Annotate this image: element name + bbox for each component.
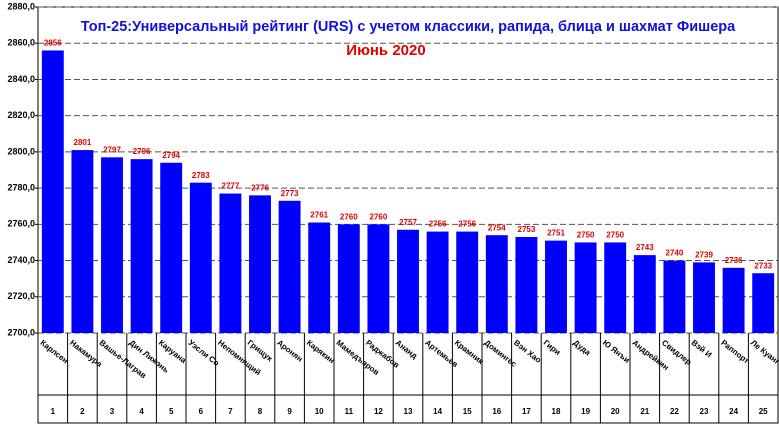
bar (308, 222, 331, 333)
rank-label: 19 (581, 407, 590, 416)
rank-label: 25 (759, 407, 768, 416)
value-label: 2760 (370, 212, 388, 221)
value-label: 2740 (666, 249, 684, 258)
bar (397, 229, 419, 333)
rank-label: 23 (700, 407, 709, 416)
value-label: 2750 (577, 231, 595, 240)
value-label: 2739 (695, 250, 713, 259)
rank-label: 3 (110, 407, 115, 416)
bar (752, 273, 775, 333)
bar (722, 267, 745, 333)
rank-label: 24 (729, 407, 738, 416)
bar (545, 240, 567, 333)
bar (278, 200, 301, 333)
x-tick-label: Аронян (275, 338, 304, 364)
bar (367, 224, 390, 333)
x-tick-label: Дуда (571, 338, 592, 357)
value-label: 2756 (458, 220, 476, 229)
value-label: 2794 (162, 151, 180, 160)
bar (337, 224, 360, 333)
value-label: 2776 (251, 183, 269, 192)
rank-label: 15 (463, 407, 472, 416)
rank-label: 2 (80, 407, 85, 416)
x-tick-label: Вэй И (690, 338, 714, 359)
bar (574, 242, 597, 333)
rank-label: 14 (433, 407, 442, 416)
y-tick-label: 2740,0 (7, 255, 35, 265)
value-label: 2751 (547, 229, 565, 238)
bar (426, 231, 449, 333)
bar (249, 195, 271, 333)
rank-label: 5 (169, 407, 174, 416)
rank-label: 1 (51, 407, 56, 416)
rank-label: 12 (374, 407, 383, 416)
rank-label: 6 (199, 407, 204, 416)
value-label: 2773 (281, 189, 299, 198)
value-label: 2777 (222, 182, 240, 191)
rank-label: 22 (670, 407, 679, 416)
chart-title: Топ-25:Универсальный рейтинг (URS) с уче… (81, 19, 736, 35)
y-tick-label: 2820,0 (7, 110, 35, 120)
x-tick-label: Ле Куанг Льем (749, 338, 779, 380)
x-tick-label: Карякин (305, 338, 336, 365)
value-label: 2733 (754, 261, 772, 270)
rank-label: 21 (640, 407, 649, 416)
bar (41, 50, 64, 333)
y-tick-label: 2780,0 (7, 182, 35, 192)
value-label: 2856 (44, 39, 62, 48)
x-tick-label: Ананд (394, 338, 419, 360)
rank-label: 7 (228, 407, 233, 416)
rank-label: 9 (287, 407, 292, 416)
bar (515, 237, 538, 333)
x-tick-label: Раппорт (719, 338, 751, 365)
y-tick-label: 2840,0 (7, 74, 35, 84)
y-tick-label: 2800,0 (7, 146, 35, 156)
value-label: 2796 (133, 147, 151, 156)
bar (101, 157, 123, 333)
value-label: 2761 (310, 211, 328, 220)
y-tick-label: 2720,0 (7, 291, 35, 301)
y-tick-label: 2880,0 (7, 1, 35, 11)
x-tick-label: Карлсен (38, 338, 70, 365)
chart-subtitle: Июнь 2020 (346, 42, 425, 59)
bar (189, 182, 212, 333)
bar (693, 262, 715, 333)
rank-label: 20 (611, 407, 620, 416)
value-label: 2801 (74, 138, 92, 147)
rank-label: 18 (552, 407, 561, 416)
value-label: 2736 (725, 256, 743, 265)
x-tick-label: Гири (542, 338, 563, 357)
y-tick-label: 2760,0 (7, 219, 35, 229)
bar (130, 159, 153, 333)
value-label: 2797 (103, 145, 121, 154)
rank-label: 10 (315, 407, 324, 416)
rank-label: 13 (404, 407, 413, 416)
bar (219, 193, 242, 333)
y-tick-label: 2700,0 (7, 327, 35, 337)
value-label: 2743 (636, 243, 654, 252)
bar (663, 260, 686, 333)
value-label: 2783 (192, 171, 210, 180)
value-label: 2754 (488, 223, 506, 232)
rank-label: 11 (345, 407, 354, 416)
bar (485, 235, 508, 333)
bar (456, 231, 479, 333)
value-label: 2753 (518, 225, 536, 234)
rank-label: 8 (258, 407, 263, 416)
value-label: 2757 (399, 218, 417, 227)
rank-label: 17 (522, 407, 531, 416)
rank-label: 16 (492, 407, 501, 416)
bar (71, 150, 94, 333)
bar (160, 162, 183, 333)
value-label: 2750 (606, 231, 624, 240)
x-tick-label: Ю Янъи (601, 338, 632, 365)
value-label: 2756 (429, 220, 447, 229)
rank-label: 4 (139, 407, 144, 416)
bar (633, 255, 656, 333)
bar (604, 242, 627, 333)
y-tick-label: 2860,0 (7, 38, 35, 48)
value-label: 2760 (340, 212, 358, 221)
